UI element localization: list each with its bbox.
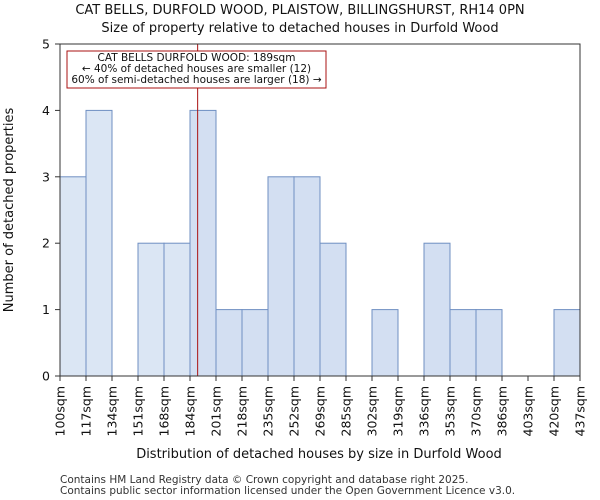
bar-184sqm [189, 109, 217, 377]
marker-annotation: CAT BELLS DURFOLD WOOD: 189sqm ← 40% of … [66, 50, 327, 89]
bar-302sqm [371, 309, 399, 377]
footer-line-1: Contains HM Land Registry data © Crown c… [60, 474, 468, 486]
bar-420sqm [553, 309, 581, 377]
x-tick-label: 252sqm [287, 386, 302, 436]
x-tick-label: 420sqm [547, 386, 562, 436]
y-tick-label: 3 [42, 169, 50, 184]
x-tick-label: 319sqm [391, 386, 406, 436]
x-tick-label: 168sqm [157, 386, 172, 436]
annotation-line-1: CAT BELLS DURFOLD WOOD: 189sqm [98, 52, 296, 64]
bar-269sqm [319, 242, 347, 377]
bar-235sqm [267, 176, 295, 377]
x-tick-label: 134sqm [105, 386, 120, 436]
x-tick-label: 336sqm [417, 386, 432, 436]
bars [59, 109, 581, 377]
x-tick-label: 386sqm [495, 386, 510, 436]
bar-201sqm [215, 309, 243, 377]
bar-336sqm [423, 242, 451, 377]
footer-line-2: Contains public sector information licen… [60, 485, 515, 497]
x-tick-label: 302sqm [365, 386, 380, 436]
y-ticks: 0 1 2 3 4 5 [42, 37, 60, 384]
x-tick-label: 218sqm [235, 386, 250, 436]
bar-252sqm [293, 176, 321, 377]
x-tick-label: 151sqm [131, 386, 146, 436]
bar-151sqm [137, 242, 165, 377]
x-tick-label: 100sqm [53, 386, 68, 436]
x-tick-label: 117sqm [79, 386, 94, 436]
y-axis-label: Number of detached properties [2, 108, 17, 313]
y-tick-label: 5 [42, 37, 50, 52]
x-tick-label: 403sqm [521, 386, 536, 436]
x-tick-label: 269sqm [313, 386, 328, 436]
bar-117sqm [85, 109, 113, 377]
chart-title: CAT BELLS, DURFOLD WOOD, PLAISTOW, BILLI… [75, 3, 524, 18]
x-axis-label: Distribution of detached houses by size … [136, 447, 502, 462]
x-tick-label: 235sqm [261, 386, 276, 436]
x-tick-label: 437sqm [573, 386, 588, 436]
x-tick-label: 285sqm [339, 386, 354, 436]
y-tick-label: 1 [42, 302, 50, 317]
chart-subtitle: Size of property relative to detached ho… [101, 21, 498, 36]
x-tick-label: 370sqm [469, 386, 484, 436]
y-tick-label: 2 [42, 236, 50, 251]
annotation-line-2: ← 40% of detached houses are smaller (12… [82, 63, 311, 75]
x-tick-label: 184sqm [183, 386, 198, 436]
bar-218sqm [241, 309, 269, 377]
x-tick-label: 353sqm [443, 386, 458, 436]
bar-100sqm [59, 176, 87, 377]
annotation-line-3: 60% of semi-detached houses are larger (… [71, 74, 322, 86]
y-tick-label: 0 [42, 369, 50, 384]
annotation-box [66, 50, 327, 89]
x-ticks: 100sqm 117sqm 134sqm 151sqm 168sqm 184sqm 201s… [53, 376, 588, 436]
y-tick-label: 4 [42, 103, 50, 118]
x-tick-label: 201sqm [209, 386, 224, 436]
bar-370sqm [475, 309, 503, 377]
bar-353sqm [449, 309, 477, 377]
bar-168sqm [163, 242, 191, 377]
